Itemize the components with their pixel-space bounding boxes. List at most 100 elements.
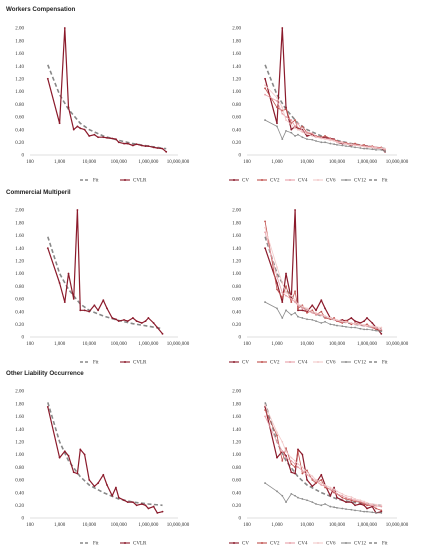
data-point-cv6 — [354, 144, 356, 147]
y-tick-label: 2.00 — [15, 27, 24, 32]
series-line-cv2 — [264, 88, 386, 151]
data-point-cvlr — [88, 479, 91, 481]
data-point-cv6 — [375, 147, 377, 149]
data-point-cvlr — [135, 320, 138, 323]
data-point-cv12 — [359, 327, 362, 330]
data-point-cv — [320, 299, 323, 302]
data-point-cvlr — [165, 150, 168, 153]
data-point-cv12 — [281, 494, 284, 497]
data-point-cv — [294, 472, 296, 475]
data-point-cv — [366, 317, 368, 319]
data-point-cv4 — [301, 129, 304, 132]
data-point-cv6 — [276, 96, 278, 99]
data-point-cv6 — [306, 133, 308, 135]
x-tick-label: 1,000,000 — [138, 342, 159, 347]
data-point-cv12 — [294, 311, 296, 314]
data-point-cv6 — [363, 324, 365, 326]
x-tick-label: 100,000 — [111, 160, 128, 165]
data-point-cv2 — [301, 304, 304, 307]
data-point-cv6 — [371, 325, 374, 328]
data-point-cv6 — [285, 119, 287, 121]
legend-label-fit: Fit — [93, 361, 99, 366]
data-point-cv4 — [341, 494, 344, 497]
x-tick-label: 100 — [26, 523, 34, 528]
data-point-cv4 — [315, 313, 317, 316]
data-point-cv — [311, 304, 314, 307]
data-point-cvlr — [126, 320, 129, 323]
y-tick-label: 0.60 — [15, 116, 24, 121]
data-point-cv2 — [276, 434, 278, 437]
legend-marker-cvlr — [124, 361, 126, 363]
data-point-cv2 — [366, 323, 368, 326]
data-point-cv12 — [345, 145, 347, 148]
data-point-cv12 — [380, 149, 383, 151]
legend-marker-cv — [233, 361, 235, 363]
y-tick-label: 1.60 — [15, 52, 24, 57]
y-tick-label: 0.60 — [15, 298, 24, 303]
data-point-cv12 — [329, 142, 332, 145]
data-point-cvlr — [93, 304, 96, 307]
legend-label-cv4: CV4 — [298, 542, 308, 547]
y-tick-label: 1.80 — [15, 221, 24, 226]
data-point-cv4 — [294, 301, 296, 303]
data-point-cv4 — [315, 480, 317, 483]
legend-label-cv12: CV12 — [354, 179, 366, 184]
chart-commercial-multiperil-cvlr: 0 0.20 0.40 0.60 0.80 1.00 1.20 1.40 1.60 1.80 2.0… — [15, 209, 190, 366]
data-point-cvlr — [126, 501, 129, 504]
data-point-cv4 — [311, 311, 314, 314]
data-point-cv4 — [281, 291, 284, 294]
data-point-cv4 — [290, 459, 293, 462]
data-point-cv4 — [354, 499, 356, 502]
x-tick-label: 1,000,000 — [357, 160, 378, 165]
data-point-cv4 — [345, 496, 347, 499]
data-point-cvlr — [111, 317, 114, 319]
data-point-cv12 — [350, 326, 353, 329]
y-tick-label: 0.60 — [15, 479, 24, 484]
data-point-cv12 — [297, 133, 299, 136]
x-tick-label: 1,000 — [54, 523, 66, 528]
x-tick-label: 100 — [26, 160, 34, 165]
data-point-cvlr — [76, 472, 79, 475]
data-point-cv4 — [366, 503, 368, 505]
data-point-cvlr — [58, 456, 61, 459]
data-point-cv6 — [363, 500, 365, 503]
data-point-cv12 — [276, 307, 278, 310]
data-point-cvlr — [106, 307, 108, 310]
data-point-cv — [264, 77, 266, 80]
data-point-cv12 — [375, 149, 377, 151]
y-tick-label: 1.80 — [232, 39, 241, 44]
legend-marker-cv4 — [289, 179, 291, 181]
x-tick-label: 100,000 — [329, 523, 346, 528]
y-tick-label: 1.80 — [232, 402, 241, 407]
data-point-cv6 — [301, 466, 304, 469]
data-point-cv — [294, 209, 296, 211]
data-point-cv6 — [306, 471, 308, 474]
x-tick-label: 10,000,000 — [386, 523, 409, 528]
data-point-cvlr — [79, 127, 82, 130]
data-point-cv2 — [363, 143, 365, 146]
data-point-cv4 — [306, 473, 308, 476]
data-point-cv4 — [336, 492, 338, 495]
data-point-cvlr — [117, 320, 120, 323]
data-point-cv6 — [285, 450, 287, 453]
data-point-cvlr — [147, 317, 150, 319]
data-point-cv4 — [276, 275, 278, 278]
x-tick-label: 1,000,000 — [138, 160, 159, 165]
data-point-cv6 — [311, 135, 314, 137]
data-point-cv2 — [297, 450, 299, 453]
data-point-cv12 — [341, 325, 344, 328]
data-point-cv12 — [320, 504, 323, 507]
legend-label-cv2: CV2 — [270, 542, 280, 547]
data-point-cv — [281, 301, 284, 303]
data-point-cv — [285, 106, 287, 109]
chart-other-liability-cvlr: 0 0.20 0.40 0.60 0.80 1.00 1.20 1.40 1.60 1.80 2.0… — [15, 390, 190, 547]
data-point-cv6 — [345, 494, 347, 497]
data-point-cvlr — [46, 405, 49, 408]
data-point-cv4 — [285, 294, 287, 297]
y-tick-label: 1.80 — [232, 221, 241, 226]
data-point-cv6 — [380, 326, 383, 329]
y-tick-label: 1.20 — [15, 441, 24, 446]
data-point-cv12 — [290, 492, 293, 495]
data-point-cv12 — [341, 144, 344, 147]
data-point-cv6 — [290, 123, 293, 126]
